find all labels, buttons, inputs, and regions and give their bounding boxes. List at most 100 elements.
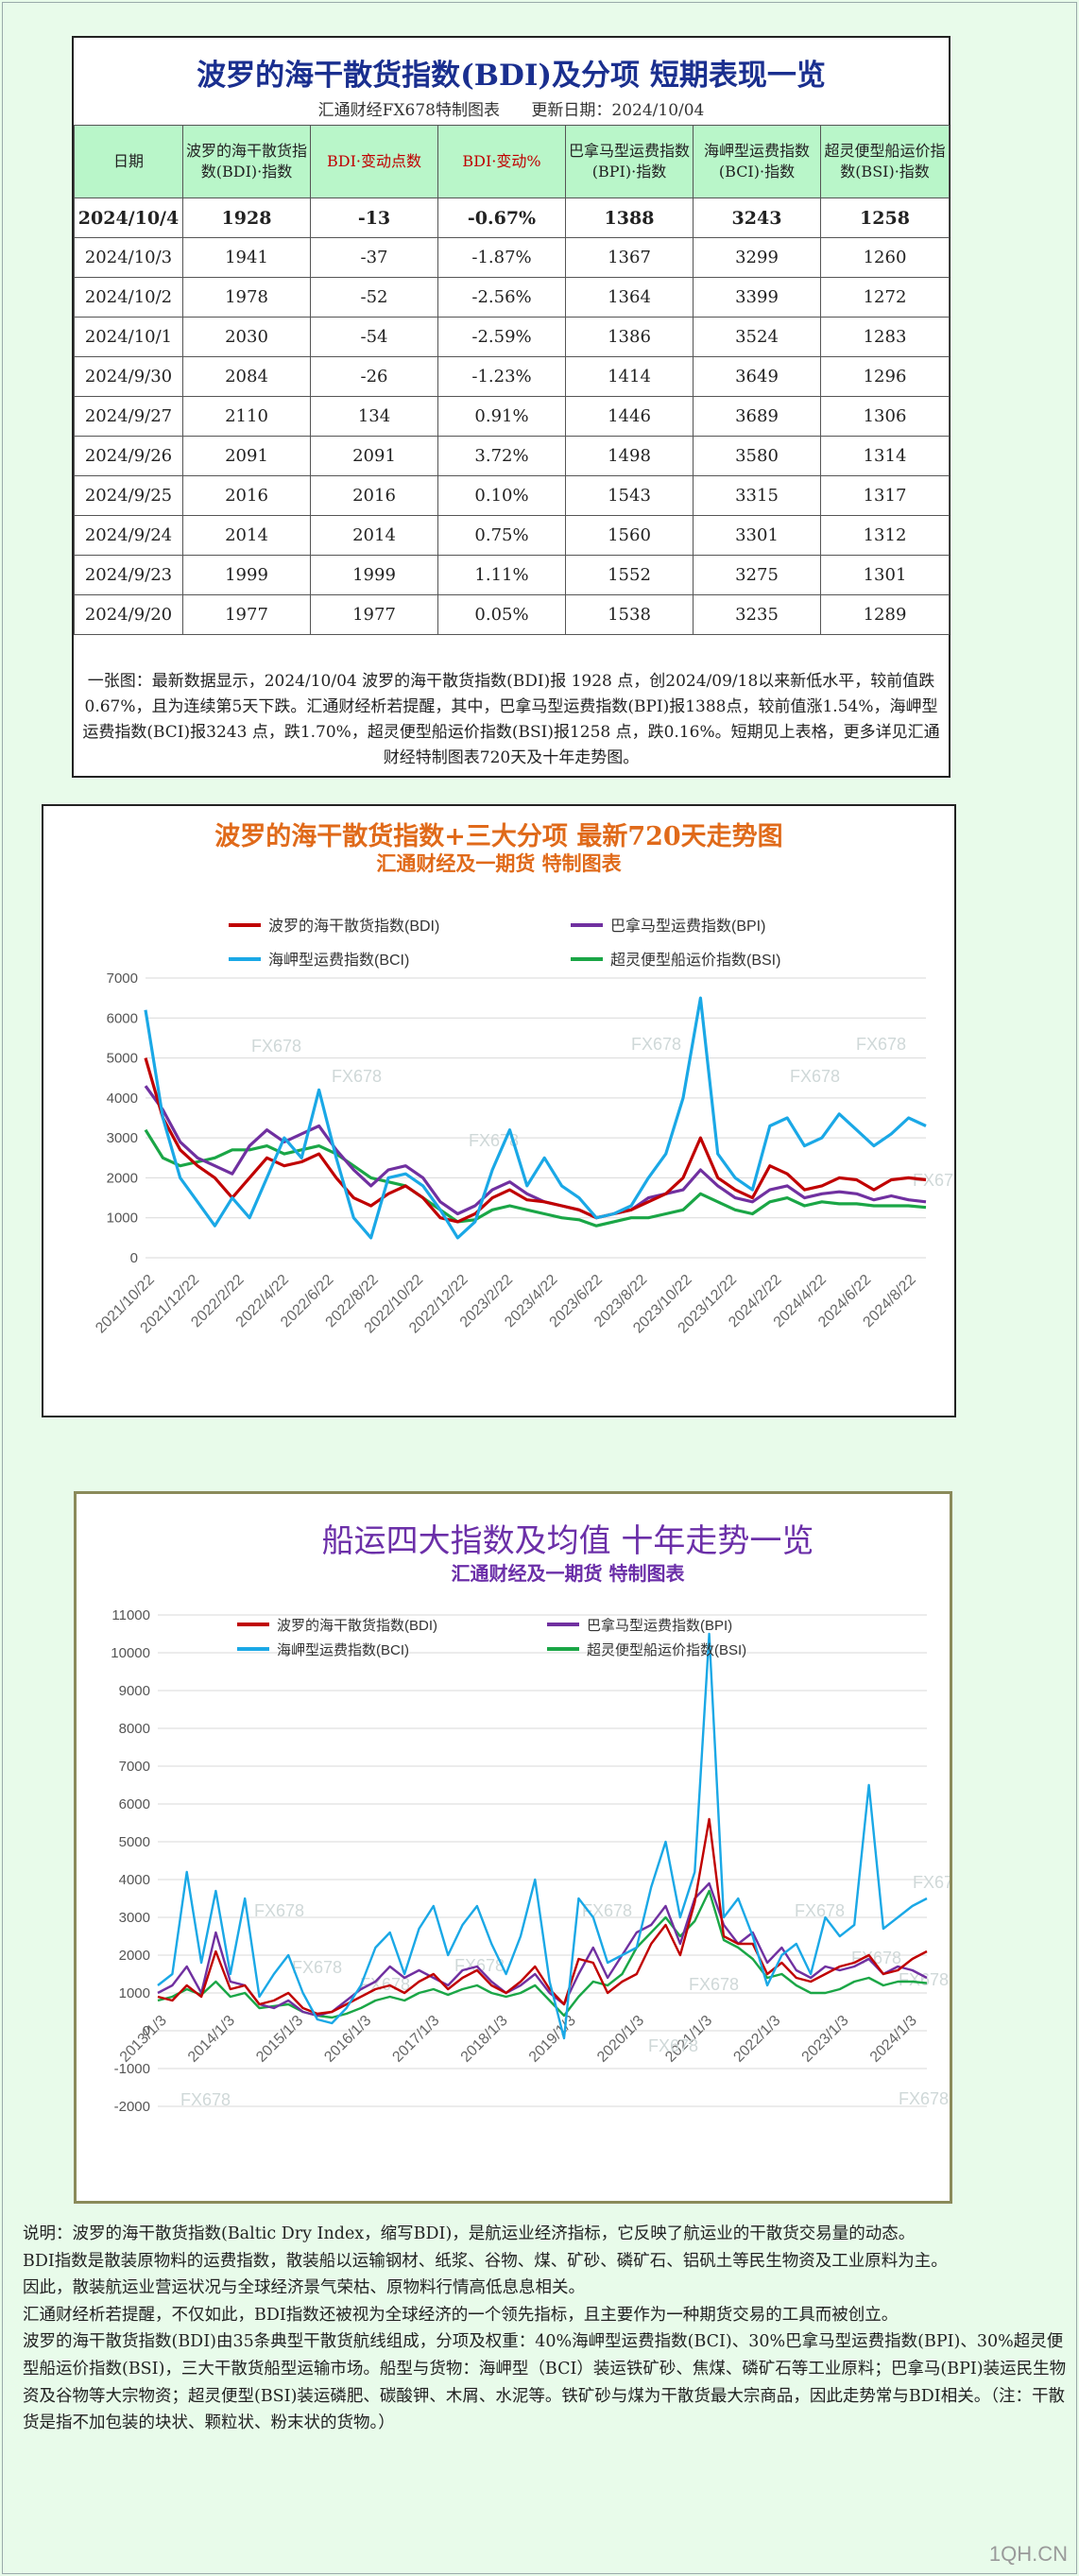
cell-bsi: 1301 (820, 555, 950, 595)
table-row: 2024/9/27 2110 134 0.91% 1446 3689 1306 (74, 396, 950, 437)
watermark-text: FX678 (631, 1035, 681, 1054)
y-tick-label: 3000 (107, 1130, 138, 1146)
watermark-text: FX678 (913, 1171, 954, 1190)
cell-bpi: 1367 (565, 237, 694, 278)
header-date: 日期 (74, 125, 183, 198)
y-tick-label: 3000 (119, 1910, 150, 1926)
x-tick-label: 2023/1/3 (799, 2013, 852, 2066)
cell-bdi-change-pct: -2.56% (437, 277, 566, 318)
y-tick-label: 4000 (107, 1091, 138, 1107)
description-paragraph: 汇通财经析若提醒，不仅如此，BDI指数还被视为全球经济的一个领先指标，且主要作为… (23, 2305, 899, 2325)
description-paragraph: 波罗的海干散货指数(BDI)由35条典型干散货航线组成，分项及权重：40%海岬型… (23, 2332, 1067, 2433)
table-row: 2024/10/1 2030 -54 -2.59% 1386 3524 1283 (74, 317, 950, 357)
x-tick-label: 2020/1/3 (594, 2013, 647, 2066)
watermark-text: FX678 (648, 2036, 698, 2055)
cell-bpi: 1364 (565, 277, 694, 318)
watermark-text: FX678 (582, 1901, 632, 1920)
cell-bpi: 1498 (565, 436, 694, 476)
cell-bdi-change: -26 (310, 356, 438, 397)
watermark-text: FX678 (899, 1970, 949, 1989)
watermark-text: FX678 (790, 1067, 840, 1086)
x-tick-label: 2018/1/3 (458, 2013, 511, 2066)
cell-bdi: 2016 (182, 475, 311, 516)
watermark-text: FX678 (913, 1873, 950, 1892)
cell-bsi: 1317 (820, 475, 950, 516)
cell-bci: 3235 (693, 594, 821, 635)
y-tick-label: 6000 (107, 1010, 138, 1026)
cell-bdi: 1977 (182, 594, 311, 635)
cell-bci: 3524 (693, 317, 821, 357)
x-tick-label: 2022/1/3 (730, 2013, 783, 2066)
chart2-plot: -2000 -1000 0 1000 2000 3000 4000 5000 6000 7000 8… (111, 1607, 950, 2115)
table-row: 2024/10/4 1928 -13 -0.67% 1388 3243 1258 (74, 197, 950, 238)
y-tick-label: 5000 (107, 1051, 138, 1067)
cell-date: 2024/10/2 (74, 277, 183, 318)
table-subtitle: 汇通财经FX678特制图表 更新日期：2024/10/04 (74, 96, 949, 120)
cell-bpi: 1543 (565, 475, 694, 516)
y-tick-label: 7000 (119, 1759, 150, 1775)
y-tick-label: 6000 (119, 1796, 150, 1812)
cell-bsi: 1289 (820, 594, 950, 635)
cell-bsi: 1306 (820, 396, 950, 437)
legend-label: 巴拿马型运费指数(BPI) (610, 917, 765, 935)
cell-bdi-change-pct: -0.67% (437, 197, 566, 238)
y-tick-label: 8000 (119, 1721, 150, 1737)
cell-bdi: 1928 (182, 197, 311, 238)
cell-date: 2024/10/3 (74, 237, 183, 278)
watermark-text: FX678 (856, 1035, 906, 1054)
y-tick-label: 4000 (119, 1872, 150, 1888)
cell-bci: 3689 (693, 396, 821, 437)
cell-bci: 3301 (693, 515, 821, 556)
table-row: 2024/10/3 1941 -37 -1.87% 1367 3299 1260 (74, 237, 950, 278)
cell-bdi-change: -54 (310, 317, 438, 357)
x-tick-label: 2024/1/3 (867, 2013, 920, 2066)
x-tick-label: 2015/1/3 (253, 2013, 306, 2066)
cell-bdi: 2110 (182, 396, 311, 437)
y-tick-label: 11000 (111, 1607, 150, 1623)
chart1-subtitle: 汇通财经及一期货 特制图表 (376, 851, 622, 875)
cell-bdi-change-pct: -2.59% (437, 317, 566, 357)
series-line (157, 1817, 928, 2016)
chart1-title: 波罗的海干散货指数+三大分项 最新720天走势图 (214, 822, 783, 851)
cell-bci: 3243 (693, 197, 821, 238)
cell-bsi: 1296 (820, 356, 950, 397)
legend-label: 巴拿马型运费指数(BPI) (587, 1617, 732, 1634)
chart1-plot: 010002000300040005000600070002021/10/222… (93, 917, 954, 1336)
y-tick-label: 7000 (107, 970, 138, 987)
x-tick-label: 2019/1/3 (526, 2013, 579, 2066)
description-paragraph: 因此，散装航运业营运状况与全球经济景气荣枯、原物料行情高低息息相关。 (23, 2278, 585, 2298)
cell-bdi-change: -52 (310, 277, 438, 318)
watermark-text: FX678 (251, 1037, 301, 1056)
cell-bsi: 1283 (820, 317, 950, 357)
cell-bdi-change: 2091 (310, 436, 438, 476)
cell-bci: 3649 (693, 356, 821, 397)
series-line (157, 1889, 928, 2019)
cell-bdi-change-pct: -1.87% (437, 237, 566, 278)
header-bdi: 波罗的海干散货指数(BDI)·指数 (182, 125, 311, 198)
y-tick-label: 1000 (107, 1211, 138, 1227)
table-row: 2024/9/30 2084 -26 -1.23% 1414 3649 1296 (74, 356, 950, 397)
cell-bdi-change-pct: 0.75% (437, 515, 566, 556)
y-tick-label: 5000 (119, 1834, 150, 1850)
series-line (157, 1632, 928, 2040)
cell-bdi-change: -37 (310, 237, 438, 278)
series-line (144, 1057, 927, 1224)
x-tick-label: 2017/1/3 (389, 2013, 442, 2066)
cell-date: 2024/9/23 (74, 555, 183, 595)
watermark-text: FX678 (292, 1958, 342, 1977)
cell-bdi-change-pct: 1.11% (437, 555, 566, 595)
cell-bdi: 2084 (182, 356, 311, 397)
watermark-text: FX678 (795, 1901, 845, 1920)
table-row: 2024/10/2 1978 -52 -2.56% 1364 3399 1272 (74, 277, 950, 318)
cell-bdi-change: 1999 (310, 555, 438, 595)
cell-bsi: 1312 (820, 515, 950, 556)
header-bdi-change-pct: BDI·变动% (437, 125, 566, 198)
table-row: 2024/9/23 1999 1999 1.11% 1552 3275 1301 (74, 555, 950, 595)
index-table: 日期 波罗的海干散货指数(BDI)·指数 BDI·变动点数 BDI·变动% 巴拿… (74, 125, 950, 635)
table-row: 2024/9/26 2091 2091 3.72% 1498 3580 1314 (74, 436, 950, 476)
chart-720-day: 波罗的海干散货指数+三大分项 最新720天走势图 汇通财经及一期货 特制图表 0… (42, 804, 956, 1417)
cell-bdi-change-pct: 0.10% (437, 475, 566, 516)
cell-bpi: 1560 (565, 515, 694, 556)
cell-date: 2024/9/20 (74, 594, 183, 635)
cell-bci: 3275 (693, 555, 821, 595)
